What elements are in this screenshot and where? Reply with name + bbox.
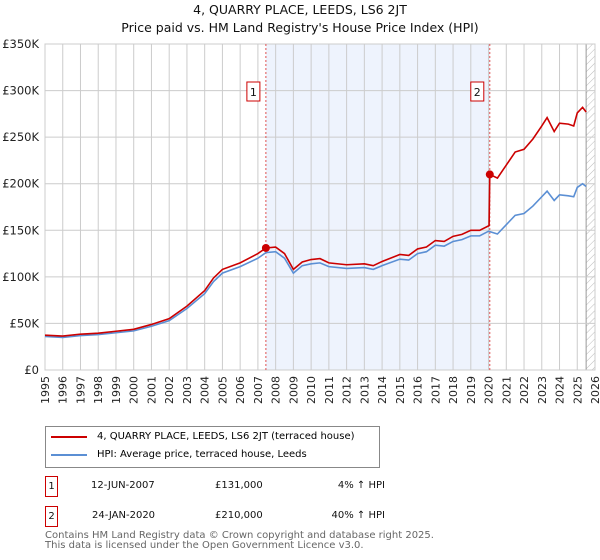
legend-item-hpi: HPI: Average price, terraced house, Leed… xyxy=(51,449,307,460)
x-tick-label: 2021 xyxy=(500,376,513,404)
legend-label: 4, QUARRY PLACE, LEEDS, LS6 2JT (terrace… xyxy=(97,431,355,442)
x-tick-label: 2010 xyxy=(305,376,318,404)
x-tick-label: 2025 xyxy=(571,376,584,404)
x-tick-label: 2009 xyxy=(287,376,300,404)
x-tick-label: 2019 xyxy=(465,376,478,404)
x-tick-label: 2006 xyxy=(234,376,247,404)
x-tick-label: 2014 xyxy=(376,376,389,404)
sale-label-box xyxy=(470,81,485,102)
legend-swatch xyxy=(51,453,87,456)
x-tick-label: 2004 xyxy=(199,376,212,404)
price-line xyxy=(44,106,587,337)
chart-subtitle: Price paid vs. HM Land Registry's House … xyxy=(121,20,479,35)
sale-row-2: 2 24-JAN-2020 £210,000 40% ↑ HPI xyxy=(45,506,385,527)
footer-line-2: This data is licensed under the Open Gov… xyxy=(45,540,364,551)
x-tick-label: 1996 xyxy=(57,376,70,404)
x-tick-label: 2017 xyxy=(429,376,442,404)
y-tick-label: £350K xyxy=(2,37,39,51)
y-tick-label: £100K xyxy=(2,270,39,284)
y-tick-label: £250K xyxy=(2,130,39,144)
legend: 4, QUARRY PLACE, LEEDS, LS6 2JT (terrace… xyxy=(45,426,380,468)
sale-row-1: 1 12-JUN-2007 £131,000 4% ↑ HPI xyxy=(45,476,385,497)
x-tick-label: 2005 xyxy=(216,376,229,404)
price-chart: 1995 1996 1997 1998 1999 2000 2001 2002 2003 2004… xyxy=(2,37,600,404)
x-tick-label: 2013 xyxy=(358,376,371,404)
plot-frame xyxy=(44,43,596,371)
sale-period-shade xyxy=(265,44,490,370)
x-tick-label: 2026 xyxy=(589,376,600,404)
x-tick-label: 2018 xyxy=(447,376,460,404)
y-tick-label: £150K xyxy=(2,223,39,237)
x-tick-label: 1995 xyxy=(39,376,52,404)
sale-date: 12-JUN-2007 xyxy=(91,480,155,491)
y-tick-label: £50K xyxy=(10,316,40,330)
x-tick-label: 2003 xyxy=(181,376,194,404)
x-tick-label: 2023 xyxy=(536,376,549,404)
sale-label: 1 xyxy=(250,86,257,99)
x-tick-label: 2020 xyxy=(483,376,496,404)
sale-hpi-diff: 40% ↑ HPI xyxy=(331,510,385,521)
x-tick-label: 1998 xyxy=(92,376,105,404)
sale-marker-badge: 1 xyxy=(45,476,58,497)
x-tick-label: 1999 xyxy=(110,376,123,404)
sale-price: £131,000 xyxy=(215,480,263,491)
x-tick-label: 2002 xyxy=(163,376,176,404)
legend-swatch xyxy=(51,435,87,438)
y-tick-label: £300K xyxy=(2,84,39,98)
y-tick-label: £0 xyxy=(24,363,39,377)
x-tick-label: 2007 xyxy=(252,376,265,404)
x-tick-label: 2000 xyxy=(128,376,141,404)
legend-label: HPI: Average price, terraced house, Leed… xyxy=(97,449,307,460)
x-tick-label: 2016 xyxy=(412,376,425,404)
sale-label-box xyxy=(246,81,261,102)
x-tick-label: 2015 xyxy=(394,376,407,404)
x-tick-label: 2022 xyxy=(518,376,531,404)
x-tick-label: 2011 xyxy=(323,376,336,404)
forecast-hatch xyxy=(586,44,595,370)
sale-marker-badge: 2 xyxy=(45,506,58,527)
x-tick-label: 2012 xyxy=(341,376,354,404)
x-tick-label: 2008 xyxy=(270,376,283,404)
sale-point xyxy=(485,170,494,179)
x-tick-label: 2024 xyxy=(554,376,567,404)
sale-date: 24-JAN-2020 xyxy=(92,510,156,521)
sale-point xyxy=(261,243,270,252)
chart-title: 4, QUARRY PLACE, LEEDS, LS6 2JT xyxy=(193,2,407,17)
footer: Contains HM Land Registry data © Crown c… xyxy=(45,531,434,551)
sale-price: £210,000 xyxy=(215,510,263,521)
footer-line-1: Contains HM Land Registry data © Crown c… xyxy=(45,530,434,541)
sale-hpi-diff: 4% ↑ HPI xyxy=(337,480,385,491)
legend-item-price: 4, QUARRY PLACE, LEEDS, LS6 2JT (terrace… xyxy=(51,431,355,442)
x-tick-label: 2001 xyxy=(145,376,158,404)
x-tick-label: 1997 xyxy=(74,376,87,404)
sale-label: 2 xyxy=(474,86,481,99)
hpi-line xyxy=(44,182,587,339)
y-tick-label: £200K xyxy=(2,177,39,191)
